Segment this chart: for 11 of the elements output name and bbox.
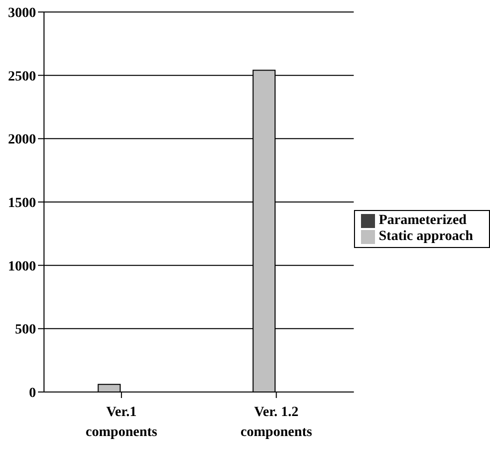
- y-tick-label: 2500: [8, 69, 36, 84]
- y-tick-label: 0: [29, 386, 36, 401]
- y-tick-label: 1500: [8, 196, 36, 211]
- y-tick-label: 3000: [8, 6, 36, 21]
- x-tick-label: Ver. 1.2 components: [240, 405, 313, 440]
- x-tick-label: Ver.1 components: [86, 405, 158, 440]
- legend-label: Parameterized: [378, 213, 467, 228]
- y-tick-label: 1000: [8, 259, 36, 274]
- y-tick-label: 2000: [8, 132, 36, 148]
- y-tick-label: 500: [15, 322, 36, 338]
- legend-label: Static approach: [378, 229, 473, 244]
